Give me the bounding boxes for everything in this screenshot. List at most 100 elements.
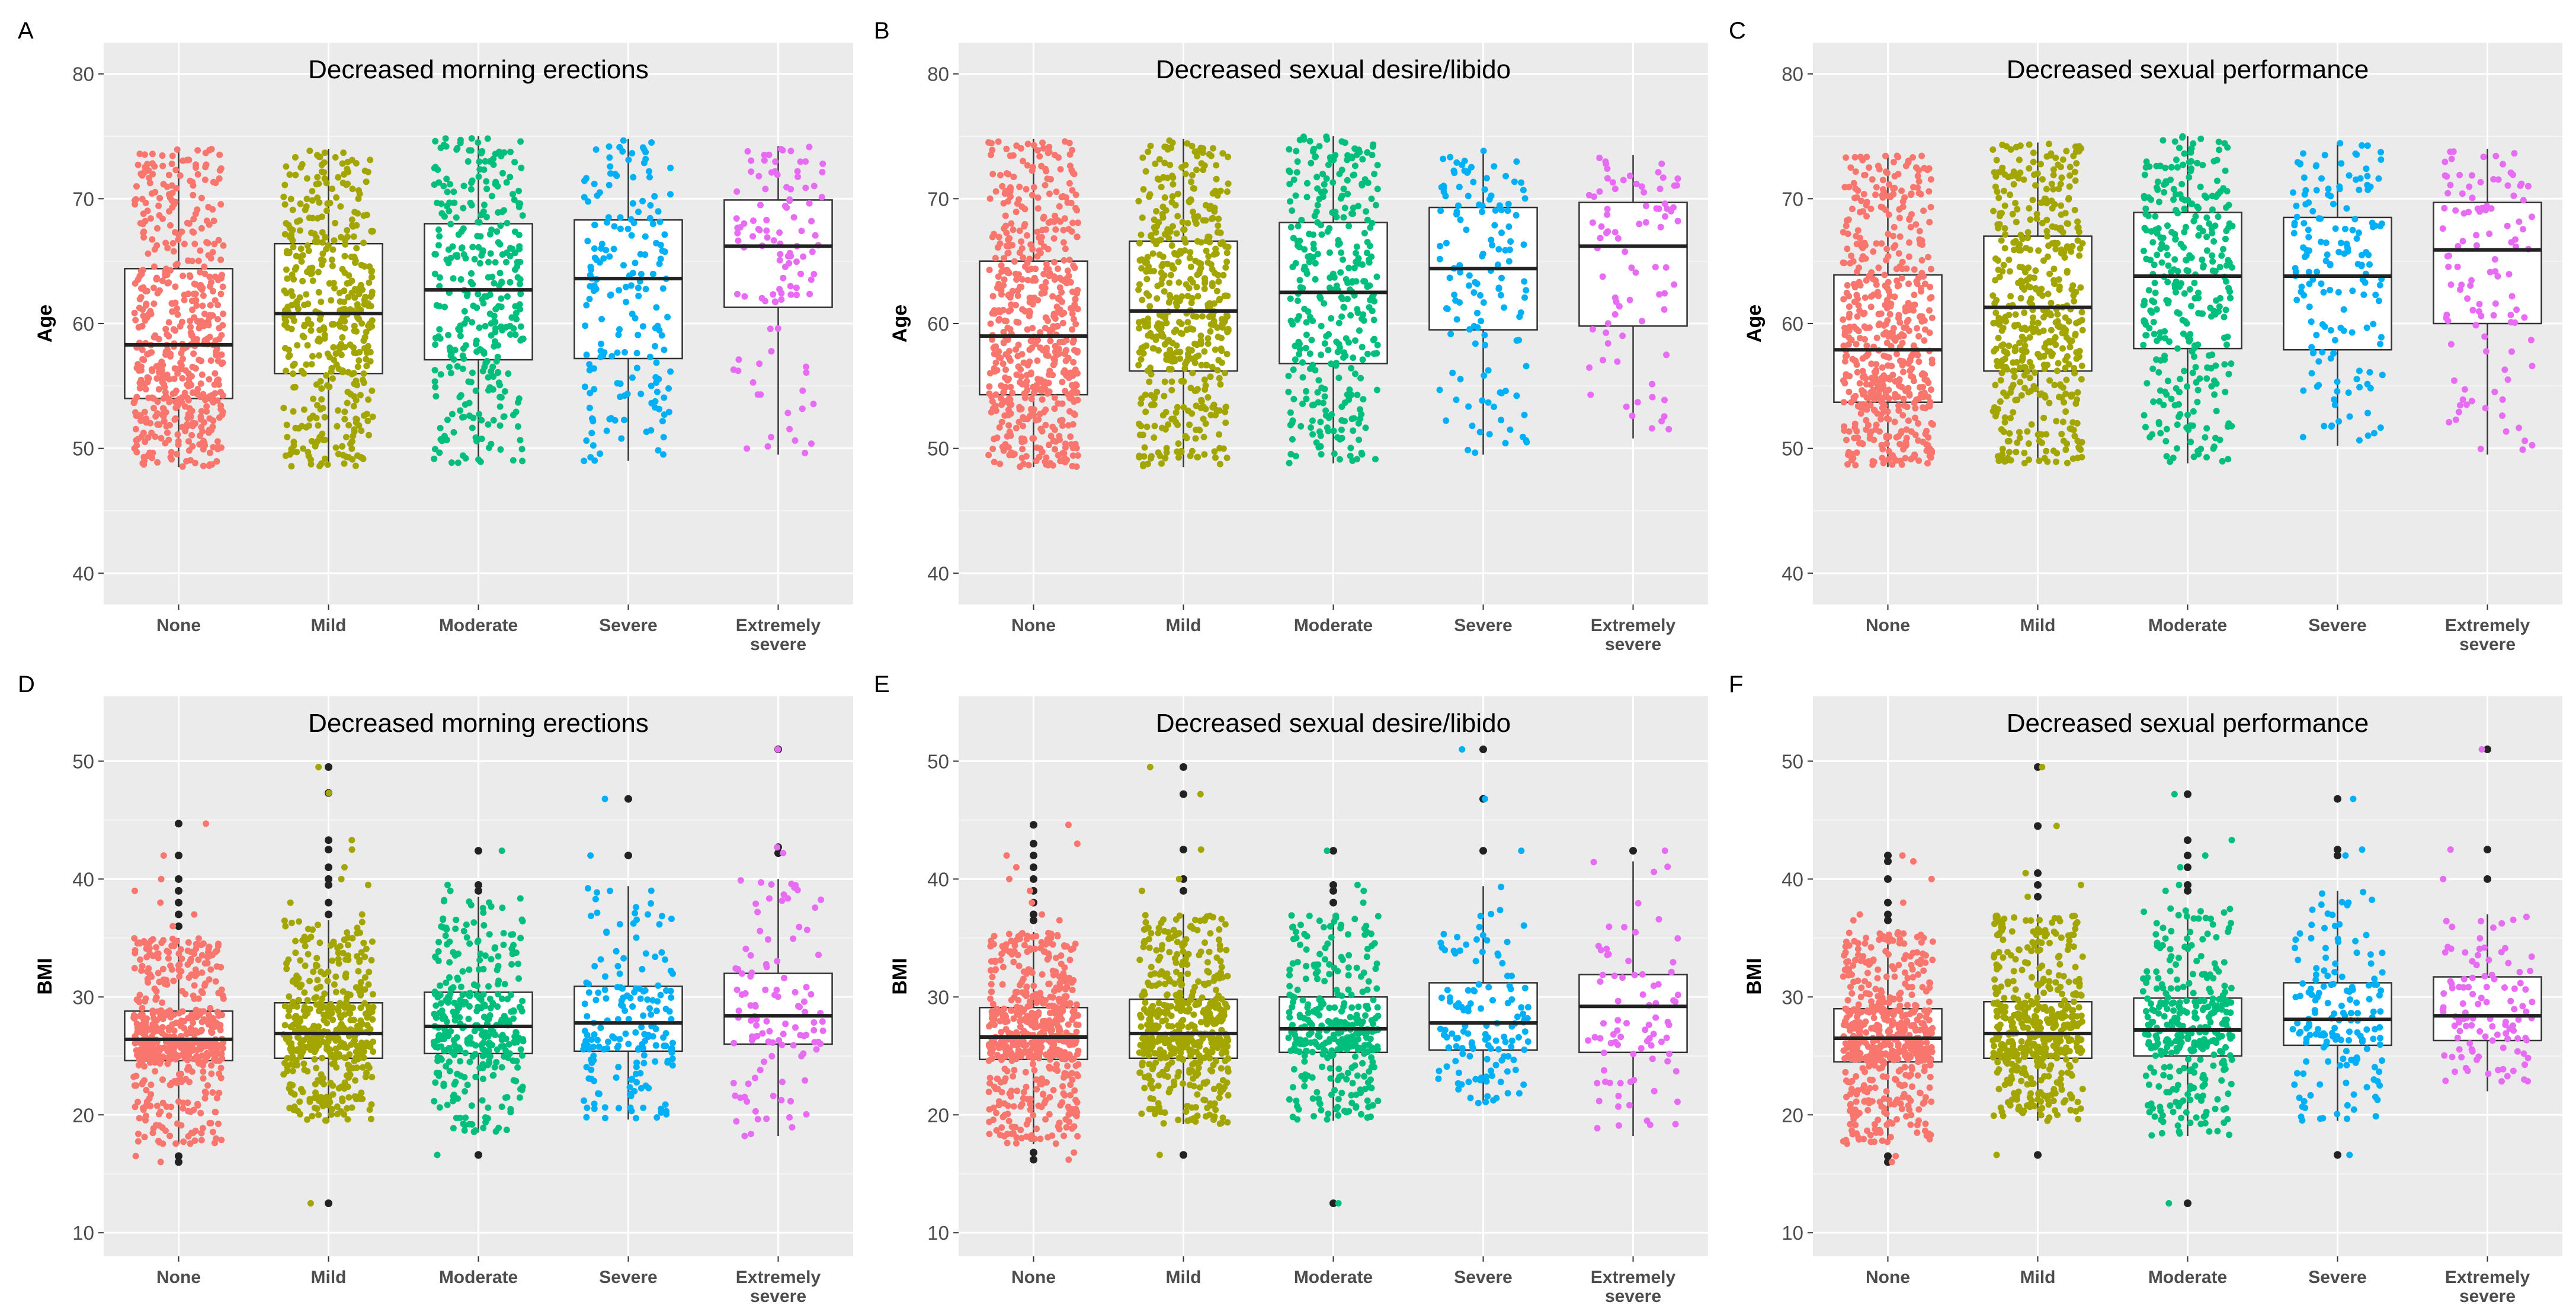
data-point xyxy=(1166,279,1173,286)
data-point xyxy=(1443,417,1450,424)
data-point xyxy=(1344,177,1351,184)
data-point xyxy=(498,279,505,286)
data-point xyxy=(2315,215,2322,222)
data-point xyxy=(179,375,186,382)
data-point xyxy=(659,285,667,292)
data-point xyxy=(667,164,674,171)
data-point xyxy=(1873,184,1880,191)
data-point xyxy=(174,450,181,457)
data-point xyxy=(1336,456,1343,463)
data-point xyxy=(2482,405,2489,412)
data-point xyxy=(1890,325,1897,332)
data-point xyxy=(1154,175,1161,183)
data-point xyxy=(507,252,514,260)
data-point xyxy=(2203,425,2210,432)
data-point xyxy=(585,198,591,205)
data-point xyxy=(1182,239,1189,246)
data-point xyxy=(1204,335,1212,342)
data-point xyxy=(648,382,655,389)
data-point xyxy=(2291,219,2298,226)
data-point xyxy=(208,146,215,153)
data-point xyxy=(140,357,148,363)
data-point xyxy=(219,283,226,290)
data-point xyxy=(2314,268,2321,276)
data-point xyxy=(1613,298,1620,305)
data-point xyxy=(149,151,156,158)
data-point xyxy=(1853,241,1860,248)
data-point xyxy=(1183,358,1190,365)
data-point xyxy=(2048,299,2055,306)
data-point xyxy=(1323,175,1330,182)
data-point xyxy=(281,231,289,238)
data-point xyxy=(1861,323,1868,330)
data-point xyxy=(2184,267,2191,274)
data-point xyxy=(1213,175,1220,183)
data-point xyxy=(2486,231,2493,237)
data-point xyxy=(1001,317,1008,324)
data-point xyxy=(517,138,524,145)
data-point xyxy=(2508,293,2516,300)
data-point xyxy=(1059,338,1066,345)
data-point xyxy=(1052,212,1059,219)
data-point xyxy=(1321,188,1328,195)
data-point xyxy=(596,189,603,196)
data-point xyxy=(210,178,217,185)
data-point xyxy=(1840,316,1847,323)
data-point xyxy=(1151,423,1158,430)
data-point xyxy=(2473,242,2480,249)
data-point xyxy=(350,433,357,440)
data-point xyxy=(2003,457,2010,464)
data-point xyxy=(1298,216,1305,223)
data-point xyxy=(1370,316,1377,324)
data-point xyxy=(1883,245,1891,252)
data-point xyxy=(194,336,200,343)
data-point xyxy=(581,383,588,391)
data-point xyxy=(509,245,516,252)
data-point xyxy=(639,323,646,330)
data-point xyxy=(141,169,148,176)
data-point xyxy=(457,136,464,143)
data-point xyxy=(197,247,204,254)
data-point xyxy=(1883,440,1891,447)
data-point xyxy=(818,194,825,201)
data-point xyxy=(2318,280,2325,287)
data-point xyxy=(1371,297,1378,305)
data-point xyxy=(1495,246,1502,253)
data-point xyxy=(1309,431,1316,438)
data-point xyxy=(2026,141,2033,148)
data-point xyxy=(989,146,996,153)
data-point xyxy=(778,296,785,303)
data-point xyxy=(1142,322,1149,329)
data-point xyxy=(162,348,169,356)
data-point xyxy=(2019,235,2026,242)
data-point xyxy=(1215,271,1222,279)
x-tick-label: Extremely severe xyxy=(2445,616,2530,654)
data-point xyxy=(350,233,357,240)
data-point xyxy=(1854,227,1861,234)
data-point xyxy=(1907,356,1914,363)
data-point xyxy=(351,380,358,388)
data-point xyxy=(1990,348,1997,355)
data-point xyxy=(1201,162,1208,169)
data-point xyxy=(168,300,175,307)
data-point xyxy=(1034,297,1042,304)
data-point xyxy=(1296,313,1302,320)
data-point xyxy=(1903,426,1910,433)
data-point xyxy=(460,414,467,421)
data-point xyxy=(661,394,668,401)
data-point xyxy=(661,248,668,255)
data-point xyxy=(335,174,342,181)
data-point xyxy=(2220,246,2226,252)
data-point xyxy=(1199,313,1206,320)
data-point xyxy=(1895,250,1902,257)
data-point xyxy=(442,436,449,443)
data-point xyxy=(2172,236,2179,243)
data-point xyxy=(1040,145,1047,152)
data-point xyxy=(349,456,356,463)
data-point xyxy=(1312,260,1319,267)
data-point xyxy=(2000,428,2007,436)
data-point xyxy=(1071,398,1078,405)
data-point xyxy=(1611,311,1619,318)
data-point xyxy=(482,158,489,165)
data-point xyxy=(214,438,221,445)
